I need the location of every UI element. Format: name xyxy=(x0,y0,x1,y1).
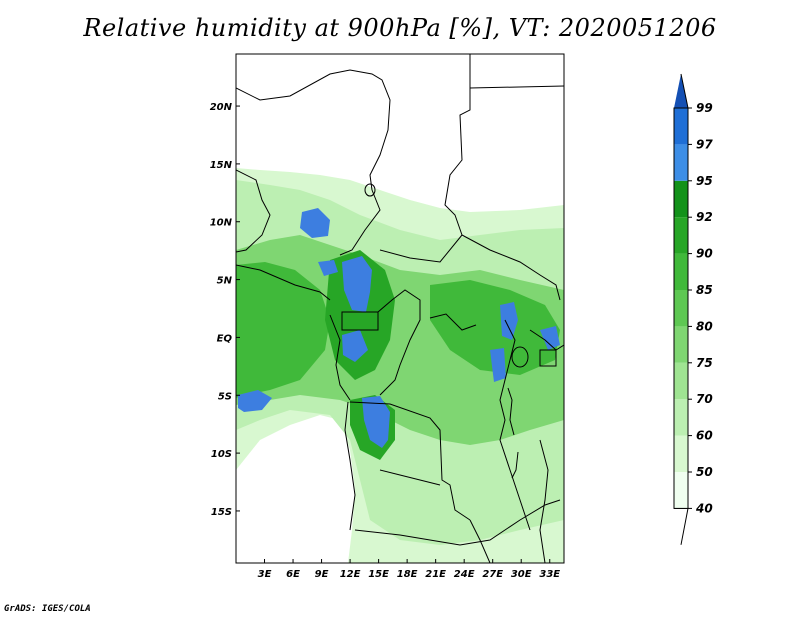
humidity-field xyxy=(236,54,564,563)
lon-tick-label: 18E xyxy=(397,569,418,580)
border-line xyxy=(341,311,379,331)
colorbar-frame xyxy=(673,107,689,509)
colorbar-segment xyxy=(674,180,688,218)
colorbar-label: 92 xyxy=(696,210,713,224)
colorbar-segment xyxy=(674,435,688,472)
credit-label: GrADS: IGES/COLA xyxy=(4,604,91,614)
dark-green-region-central xyxy=(325,250,395,380)
axis-labels: 3E 6E 9E 12E 15E 18E 21E 24E 27E 30E 33E 20N 15N 10N 5… xyxy=(210,102,561,580)
border-line xyxy=(236,69,391,191)
lat-tick-label: 20N xyxy=(210,102,233,113)
saturated-blob-1 xyxy=(300,208,330,238)
colorbar-label: 75 xyxy=(696,356,713,370)
colorbar: 40 50 60 70 75 80 85 90 92 95 97 99 xyxy=(673,73,713,545)
border-line xyxy=(469,85,564,89)
lon-tick-label: 6E xyxy=(286,569,300,580)
border-line xyxy=(349,401,471,521)
lat-tick-label: EQ xyxy=(217,333,233,344)
border-line xyxy=(539,439,549,563)
colorbar-segment xyxy=(674,472,688,509)
colorbar-segment xyxy=(674,326,688,363)
dry-region-north xyxy=(236,54,564,212)
colorbar-segment xyxy=(674,108,688,145)
dry-region-southwest xyxy=(236,415,355,563)
lon-tick-label: 33E xyxy=(539,569,560,580)
lon-tick-label: 3E xyxy=(258,569,272,580)
lat-tick-label: 10S xyxy=(211,449,232,460)
border-line xyxy=(429,313,477,331)
saturated-blob-6 xyxy=(500,302,518,340)
border-line xyxy=(444,54,471,236)
lon-tick-label: 9E xyxy=(315,569,329,580)
lon-tick-label: 15E xyxy=(368,569,389,580)
border-line xyxy=(539,349,557,367)
lat-tick-label: 5N xyxy=(217,276,233,287)
country-borders xyxy=(236,54,564,563)
lake-outline xyxy=(364,183,376,197)
lake-outline xyxy=(511,346,529,368)
lon-tick-label: 12E xyxy=(340,569,361,580)
lat-tick-label: 15N xyxy=(210,160,233,171)
lat-tick-label: 10N xyxy=(210,218,233,229)
saturated-blob-7 xyxy=(238,390,272,412)
colorbar-segment xyxy=(674,362,688,400)
lat-tick-label: 15S xyxy=(211,507,232,518)
colorbar-label: 90 xyxy=(696,247,713,261)
colorbar-label: 85 xyxy=(696,283,713,297)
lon-tick-label: 24E xyxy=(454,569,475,580)
saturated-blob-3 xyxy=(318,260,338,276)
colorbar-segment xyxy=(674,253,688,290)
border-line xyxy=(379,234,463,263)
border-line xyxy=(529,329,564,351)
colorbar-upper-arrow xyxy=(674,73,689,109)
border-line xyxy=(339,189,381,256)
border-line xyxy=(236,264,331,301)
colorbar-segment xyxy=(674,399,688,436)
lon-tick-label: 21E xyxy=(425,569,446,580)
border-line xyxy=(461,234,561,301)
lon-tick-label: 27E xyxy=(482,569,503,580)
border-line xyxy=(379,469,441,486)
lat-tick-label: 5S xyxy=(218,391,232,402)
map-title: Relative humidity at 900hPa [%], VT: 202… xyxy=(83,14,717,42)
lon-tick-label: 30E xyxy=(511,569,532,580)
border-line xyxy=(344,401,356,531)
colorbar-label: 97 xyxy=(696,137,713,151)
lakes xyxy=(364,183,529,479)
saturated-blob-4 xyxy=(342,330,368,362)
colorbar-segment xyxy=(674,217,688,254)
border-line xyxy=(236,169,271,253)
colorbar-lower-arrow xyxy=(674,507,689,545)
colorbar-label: 95 xyxy=(696,174,713,188)
colorbar-label: 40 xyxy=(695,501,713,515)
lake-outline xyxy=(511,451,519,479)
border-line xyxy=(499,319,531,531)
saturated-blob-8 xyxy=(540,326,560,350)
border-line xyxy=(377,289,421,396)
saturated-blob-9 xyxy=(490,348,506,382)
colorbar-label: 99 xyxy=(696,101,713,115)
saturated-blob-2 xyxy=(342,256,372,312)
border-line xyxy=(329,314,351,401)
dark-green-region-west xyxy=(236,262,330,398)
map-frame xyxy=(235,53,565,564)
dark-green-region-east xyxy=(430,280,560,375)
colorbar-label: 70 xyxy=(696,392,713,406)
colorbar-label: 50 xyxy=(696,465,713,479)
lake-outline xyxy=(507,387,515,436)
colorbar-label: 60 xyxy=(696,429,713,443)
border-line xyxy=(469,519,491,563)
colorbar-segment xyxy=(674,144,688,181)
saturated-blob-5 xyxy=(362,396,390,448)
colorbar-segment xyxy=(674,290,688,327)
colorbar-label: 80 xyxy=(696,319,713,333)
border-line xyxy=(354,499,561,546)
